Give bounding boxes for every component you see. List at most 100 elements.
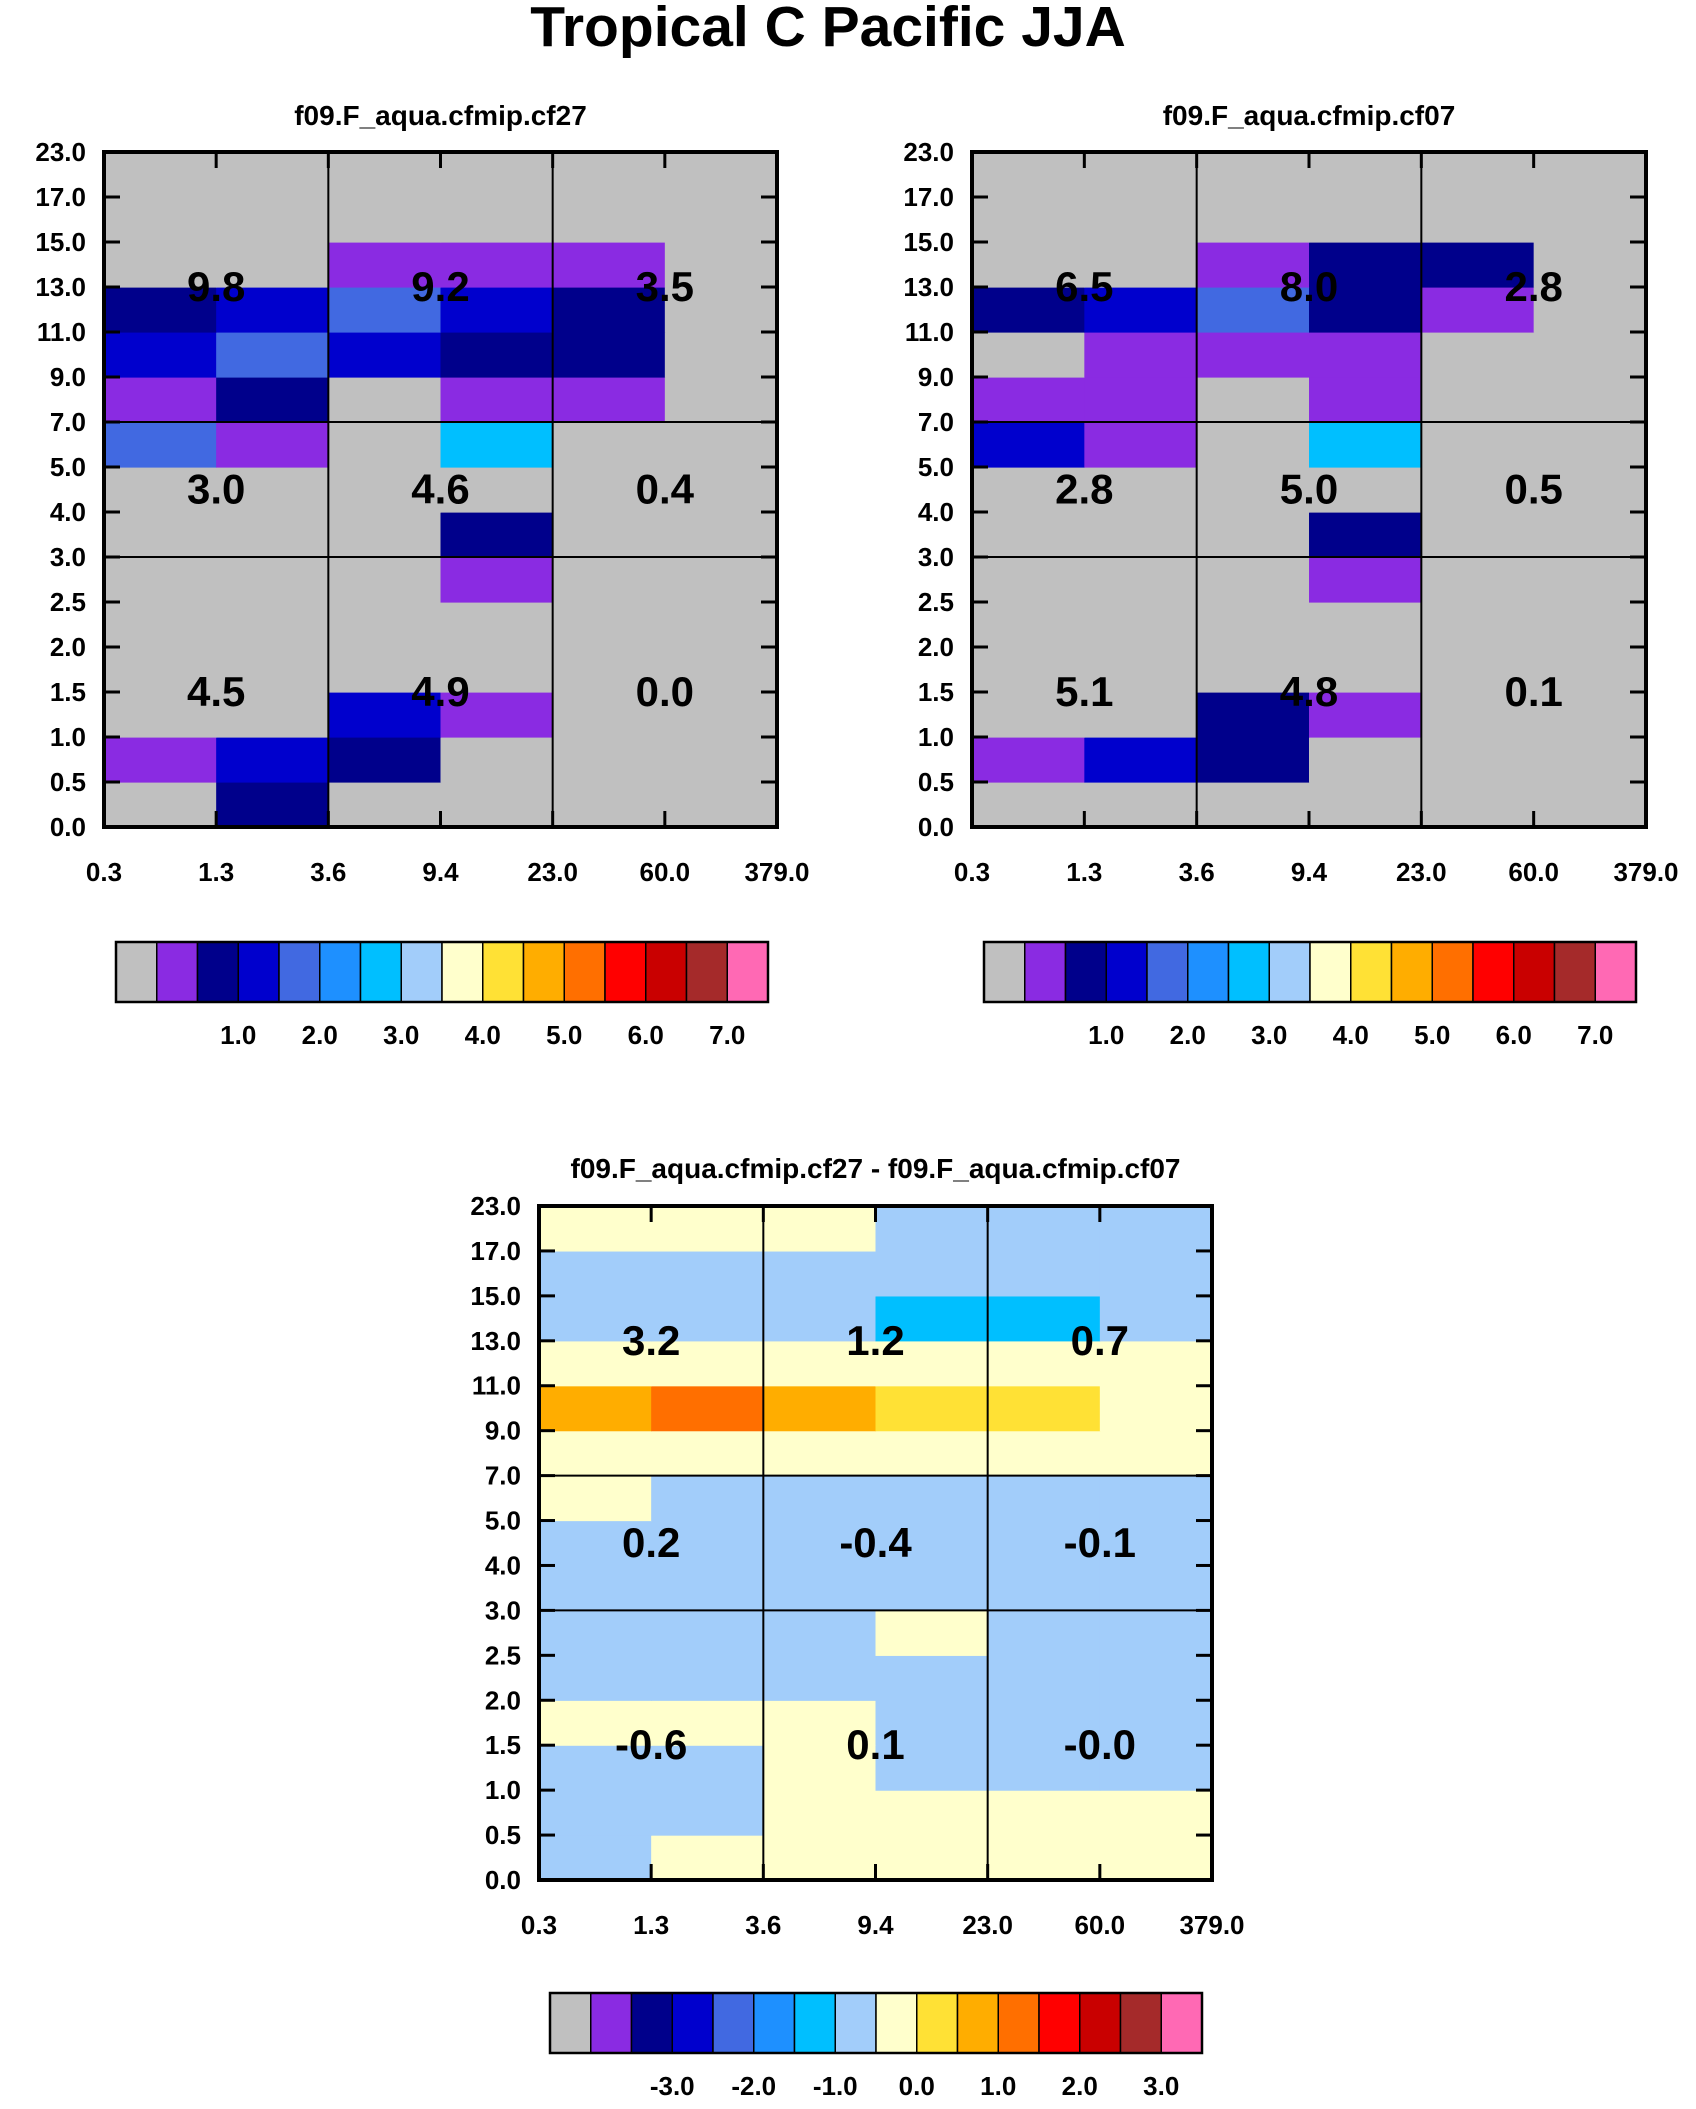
heatmap-cell	[664, 737, 778, 783]
colorbar-swatch	[563, 941, 606, 1003]
y-tick-label: 1.0	[918, 722, 954, 752]
colorbar-swatch	[630, 1992, 673, 2054]
colorbar-swatch	[753, 1992, 796, 2054]
heatmap-cell	[104, 467, 217, 513]
heatmap-cell	[987, 1385, 1101, 1432]
colorbar-swatch	[237, 941, 280, 1003]
heatmap-cell	[1084, 467, 1198, 513]
y-tick-label: 7.0	[918, 407, 954, 437]
y-tick-label: 11.0	[905, 317, 954, 347]
heatmap-cell	[216, 377, 329, 423]
heatmap-cell	[328, 557, 442, 603]
heatmap-cell	[1421, 602, 1535, 648]
x-tick-label: 9.4	[1291, 857, 1328, 887]
heatmap-cell	[1309, 332, 1422, 378]
heatmap-cell	[1533, 602, 1647, 648]
heatmap-cell	[1084, 377, 1198, 423]
y-tick-label: 11.0	[472, 1371, 521, 1401]
y-tick-label: 3.0	[918, 542, 954, 572]
colorbar-swatch	[645, 941, 688, 1003]
heatmap-cell	[216, 647, 329, 693]
heatmap-cell	[651, 1610, 764, 1656]
heatmap-cell	[216, 512, 329, 558]
heatmap-cell	[1196, 287, 1310, 333]
heatmap-cell	[1309, 737, 1422, 783]
colorbar-swatch	[916, 1992, 959, 2054]
y-tick-label: 2.0	[485, 1685, 521, 1715]
colorbar-swatch	[1024, 941, 1067, 1003]
x-tick-label: 379.0	[1179, 1910, 1244, 1940]
heatmap-cell	[1099, 1475, 1213, 1522]
heatmap-cell	[1533, 647, 1647, 693]
colorbar-swatch	[1513, 941, 1556, 1003]
heatmap-cell	[763, 1835, 877, 1881]
heatmap-cell	[763, 1475, 877, 1522]
colorbar-swatch	[441, 941, 484, 1003]
box-value-label: 0.7	[1071, 1317, 1129, 1364]
heatmap-cell	[972, 602, 1085, 648]
heatmap-cell	[539, 1790, 652, 1836]
y-tick-label: 17.0	[35, 182, 86, 212]
heatmap-cell	[539, 1745, 652, 1791]
heatmap-cell	[1196, 602, 1310, 648]
heatmap-cell	[651, 1790, 764, 1836]
heatmap-cell	[1099, 1430, 1213, 1477]
y-tick-label: 3.0	[50, 542, 86, 572]
heatmap-cell	[216, 197, 329, 243]
heatmap-cell	[104, 737, 217, 783]
heatmap-cell	[539, 1610, 652, 1656]
panel-title: f09.F_aqua.cfmip.cf27	[294, 100, 587, 131]
heatmap-cell	[763, 1340, 877, 1387]
colorbar-label: 4.0	[1333, 1020, 1369, 1050]
y-tick-label: 2.0	[50, 632, 86, 662]
heatmap-cell	[651, 1295, 764, 1342]
heatmap-cell	[987, 1295, 1101, 1342]
y-tick-label: 11.0	[37, 317, 86, 347]
colorbar-swatch	[834, 1992, 877, 2054]
colorbar-label: -2.0	[731, 2071, 776, 2101]
heatmap-cell	[1084, 287, 1198, 333]
colorbar: -3.0 -2.0 -1.0 0.0 1.0 2.0 3.0	[548, 1991, 1204, 2101]
heatmap-cell	[552, 647, 666, 693]
heatmap-cell	[972, 647, 1085, 693]
heatmap-cell	[1099, 1385, 1213, 1432]
y-tick-label: 5.0	[918, 452, 954, 482]
heatmap-cell	[1309, 782, 1422, 828]
y-tick-label: 15.0	[470, 1281, 521, 1311]
heatmap-cell	[763, 1385, 877, 1432]
y-tick-label: 7.0	[50, 407, 86, 437]
heatmap-cell	[328, 512, 442, 558]
figure-title: Tropical C Pacific JJA	[530, 0, 1126, 59]
heatmap-cell	[1309, 287, 1422, 333]
box-value-label: 2.8	[1504, 263, 1562, 310]
y-tick-label: 0.5	[918, 767, 954, 797]
box-value-label: 5.0	[1280, 466, 1338, 513]
heatmap-cell	[875, 1295, 989, 1342]
heatmap-cell	[1084, 197, 1198, 243]
heatmap-cell	[1421, 242, 1535, 288]
colorbar-swatch	[115, 941, 158, 1003]
y-tick-label: 0.5	[485, 1820, 521, 1850]
heatmap-cell	[539, 1475, 652, 1522]
colorbar-swatch	[1064, 941, 1107, 1003]
colorbar: 1.0 2.0 3.0 4.0 5.0 6.0 7.0	[982, 940, 1638, 1050]
heatmap-cell	[1099, 1565, 1213, 1611]
heatmap-cell	[440, 512, 554, 558]
heatmap-cell	[763, 1250, 877, 1297]
heatmap-cell	[664, 332, 778, 378]
heatmap-cell	[216, 287, 329, 333]
colorbar-label: 6.0	[628, 1020, 664, 1050]
heatmap-cell	[1196, 512, 1310, 558]
y-tick-label: 1.0	[50, 722, 86, 752]
y-tick-label: 3.0	[485, 1595, 521, 1625]
heatmap-cell	[1309, 422, 1422, 468]
heatmap-cell	[440, 692, 554, 738]
colorbar-swatch	[875, 1992, 918, 2054]
y-tick-label: 23.0	[35, 137, 86, 167]
heatmap-cell	[216, 602, 329, 648]
colorbar-frame	[548, 1991, 1204, 2055]
y-tick-label: 23.0	[470, 1191, 521, 1221]
heatmap-cell	[104, 512, 217, 558]
y-tick-label: 1.5	[918, 677, 954, 707]
colorbar-swatch	[359, 941, 402, 1003]
